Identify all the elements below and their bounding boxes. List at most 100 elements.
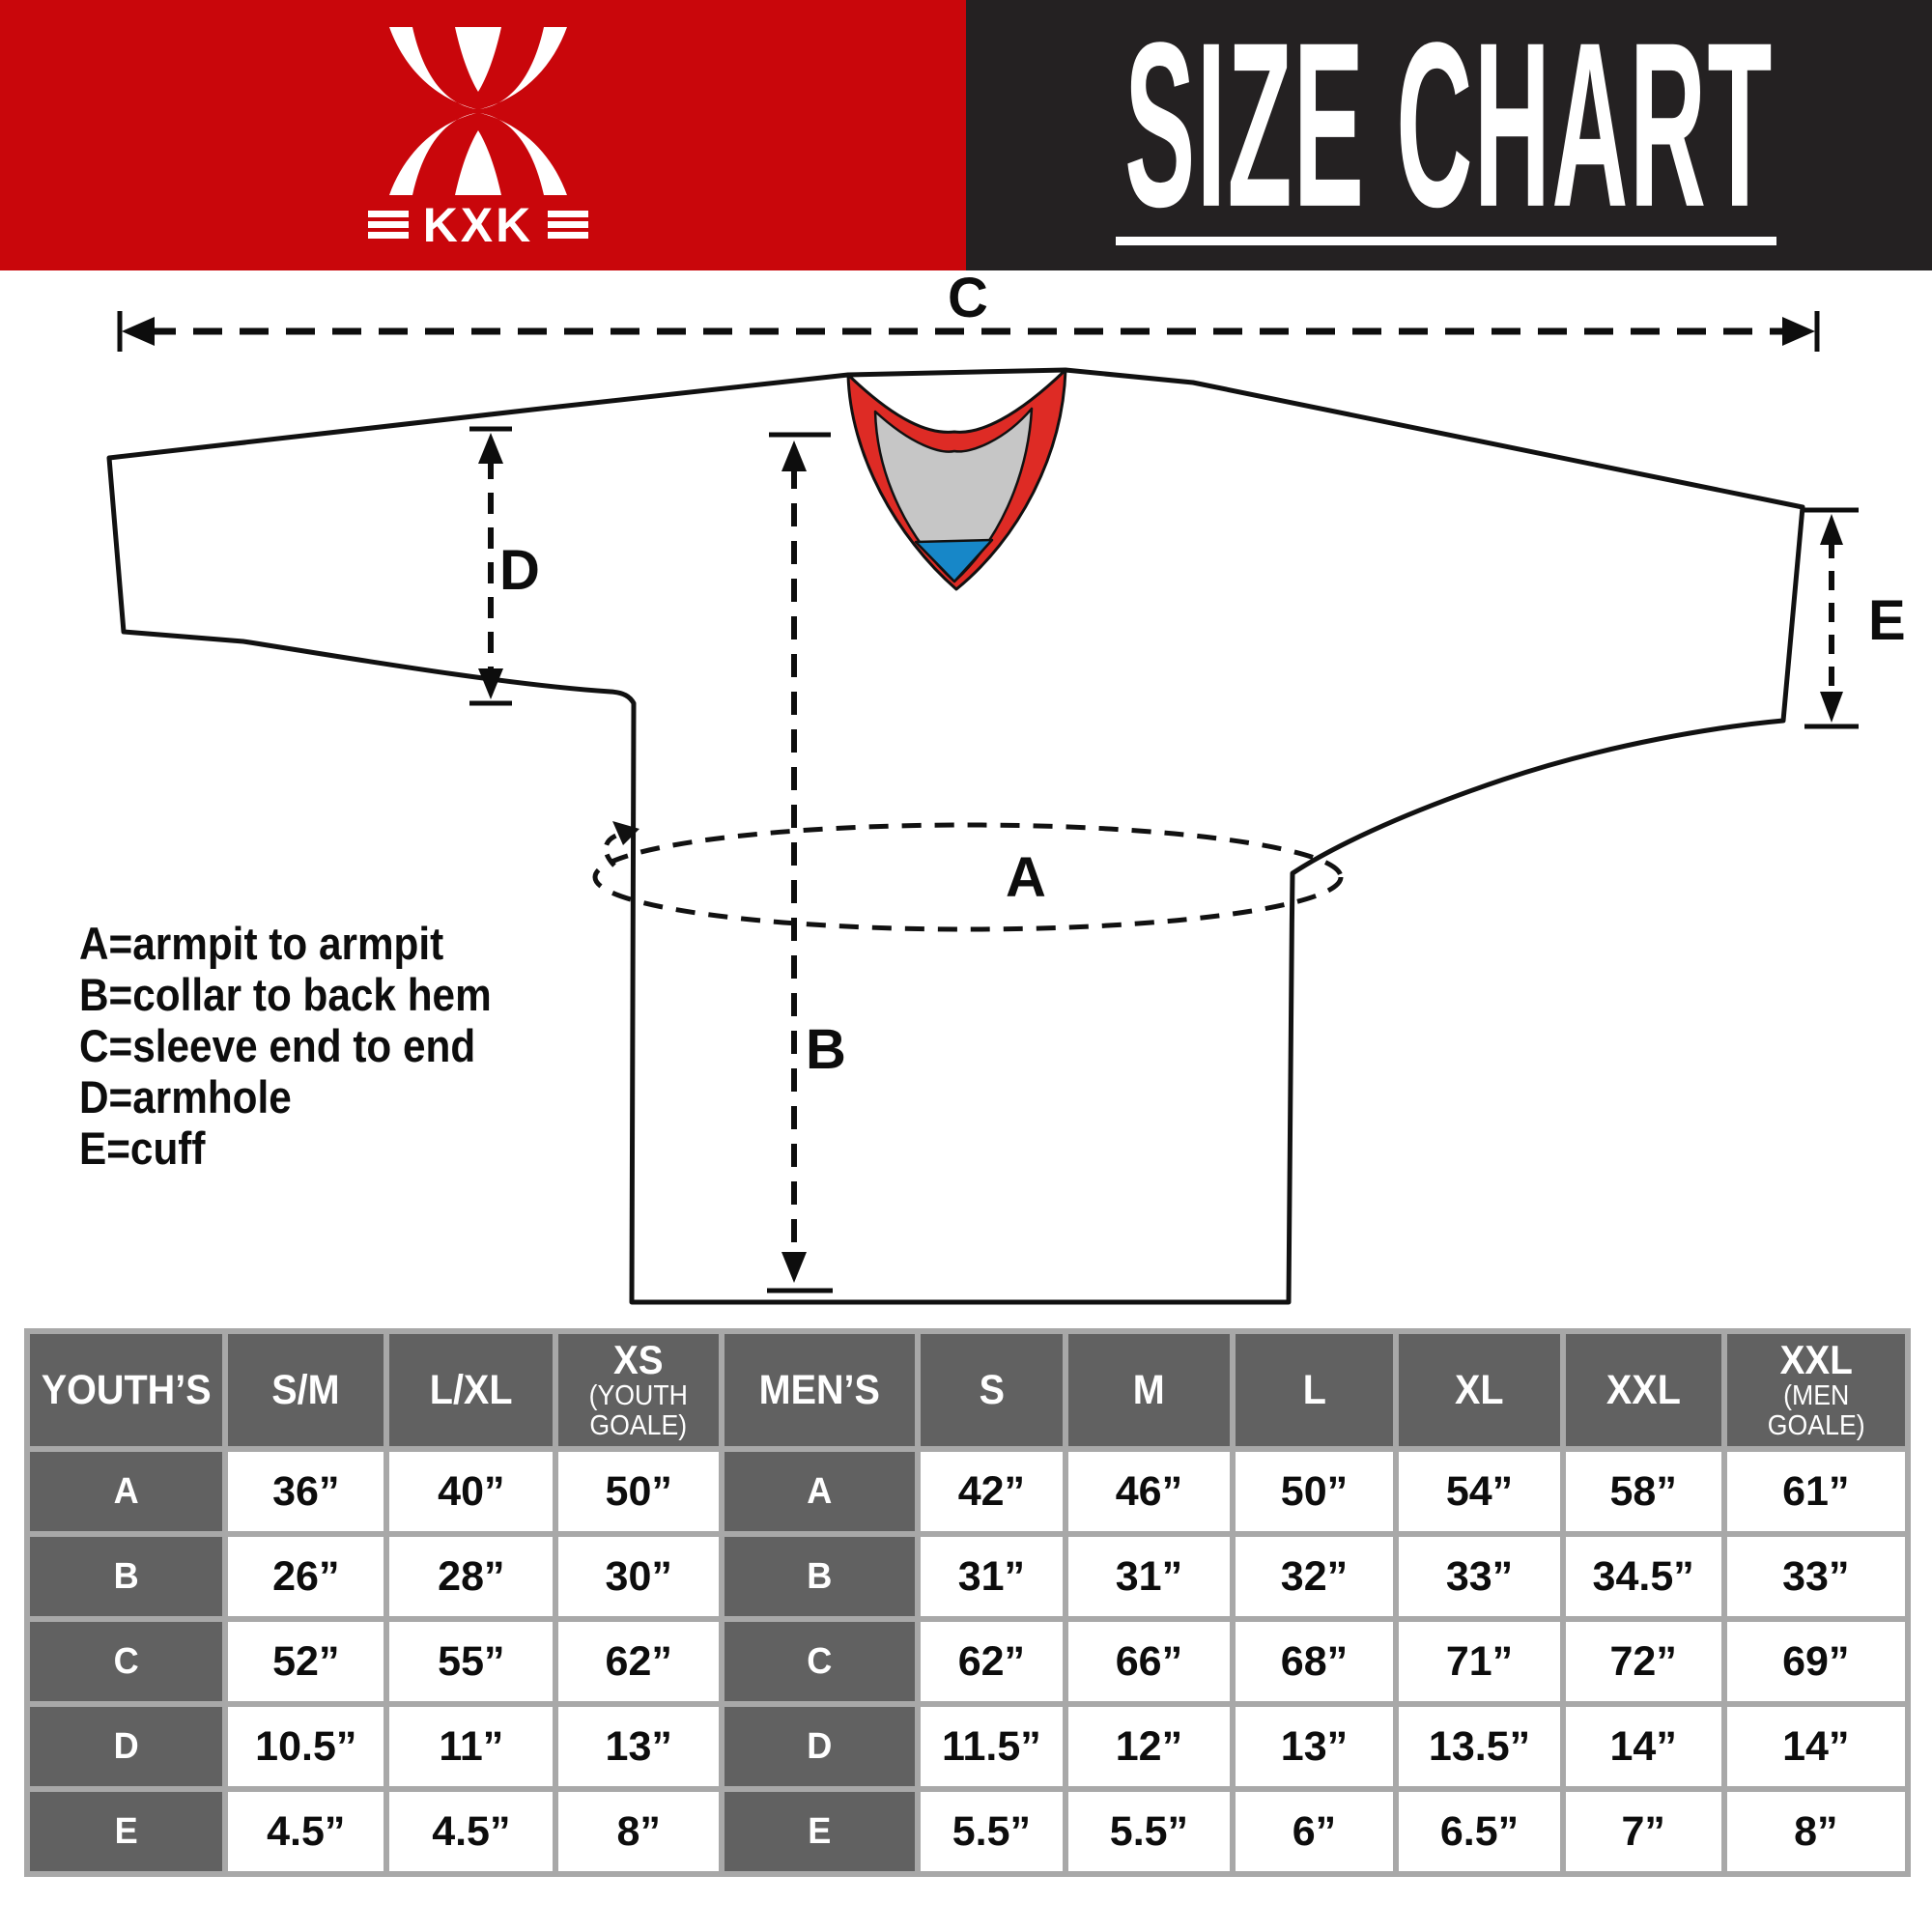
table-cell: 62”: [558, 1622, 719, 1701]
table-cell: 69”: [1726, 1622, 1905, 1701]
table-cell: 6”: [1235, 1792, 1394, 1871]
table-cell: 11.5”: [920, 1707, 1064, 1786]
men-col-l: L: [1235, 1334, 1394, 1446]
legend-line-e: E=cuff: [79, 1122, 206, 1174]
table-cell: 6.5”: [1399, 1792, 1560, 1871]
table-cell: 50”: [1235, 1452, 1394, 1531]
legend-line-c: C=sleeve end to end: [79, 1020, 476, 1071]
youth-col-lxl: L/XL: [389, 1334, 554, 1446]
table-cell: 31”: [1068, 1537, 1230, 1616]
header-red-panel: KXK: [0, 0, 966, 270]
table-cell: 14”: [1726, 1707, 1905, 1786]
table-row-b: B 26” 28” 30” B 31” 31” 32” 33” 34.5” 33…: [30, 1537, 1905, 1616]
jersey-diagram: C D B E: [106, 270, 1906, 1305]
chest-ellipse: [592, 821, 1344, 932]
table-cell: 54”: [1399, 1452, 1560, 1531]
youth-col-sm: S/M: [228, 1334, 384, 1446]
legend-line-b: B=collar to back hem: [79, 969, 492, 1020]
size-table: YOUTH’S S/M L/XL XS (YOUTH GOALE) MEN’S …: [24, 1328, 1911, 1877]
table-cell: 8”: [1726, 1792, 1905, 1871]
youth-row-label: B: [30, 1537, 223, 1616]
youth-row-label: D: [30, 1707, 223, 1786]
table-cell: 5.5”: [920, 1792, 1064, 1871]
label-e: E: [1868, 589, 1906, 652]
table-cell: 40”: [389, 1452, 554, 1531]
table-row-c: C 52” 55” 62” C 62” 66” 68” 71” 72” 69”: [30, 1622, 1905, 1701]
table-cell: 42”: [920, 1452, 1064, 1531]
header-black-panel: [966, 0, 1932, 270]
jersey-outline: [106, 367, 1805, 1305]
table-cell: 4.5”: [228, 1792, 384, 1871]
table-cell: 36”: [228, 1452, 384, 1531]
table-cell: 33”: [1726, 1537, 1905, 1616]
youth-row-label: A: [30, 1452, 223, 1531]
table-cell: 11”: [389, 1707, 554, 1786]
men-col-m: M: [1068, 1334, 1230, 1446]
table-cell: 30”: [558, 1537, 719, 1616]
label-c: C: [948, 270, 988, 329]
label-a: A: [1006, 846, 1046, 909]
table-cell: 34.5”: [1565, 1537, 1721, 1616]
page-title-wrap: SIZE CHART: [966, 0, 1932, 255]
table-row-e: E 4.5” 4.5” 8” E 5.5” 5.5” 6” 6.5” 7” 8”: [30, 1792, 1905, 1871]
logo-bars-right: [548, 211, 588, 239]
table-cell: 26”: [228, 1537, 384, 1616]
legend-line-d: D=armhole: [79, 1071, 292, 1122]
legend-line-a: A=armpit to armpit: [79, 918, 444, 969]
arrow-d: [469, 426, 512, 706]
table-cell: 33”: [1399, 1537, 1560, 1616]
logo-emblem: [389, 27, 567, 195]
men-col-xxl-goalie: XXL (MEN GOALE): [1726, 1334, 1905, 1446]
table-cell: 10.5”: [228, 1707, 384, 1786]
table-cell: 4.5”: [389, 1792, 554, 1871]
men-section-header: MEN’S: [724, 1334, 915, 1446]
men-row-label: C: [724, 1622, 915, 1701]
collar-insert: [914, 538, 994, 583]
label-b: B: [806, 1018, 846, 1081]
collar-inner: [873, 407, 1034, 583]
table-cell: 13”: [1235, 1707, 1394, 1786]
table-cell: 72”: [1565, 1622, 1721, 1701]
table-cell: 7”: [1565, 1792, 1721, 1871]
arrow-b: [767, 432, 833, 1293]
table-cell: 8”: [558, 1792, 719, 1871]
table-cell: 13”: [558, 1707, 719, 1786]
men-row-label: D: [724, 1707, 915, 1786]
table-cell: 62”: [920, 1622, 1064, 1701]
youth-col-xs-goalie: XS (YOUTH GOALE): [558, 1334, 719, 1446]
men-row-label: A: [724, 1452, 915, 1531]
table-cell: 68”: [1235, 1622, 1394, 1701]
table-cell: 12”: [1068, 1707, 1230, 1786]
men-row-label: B: [724, 1537, 915, 1616]
title-underline: [1116, 237, 1776, 245]
table-cell: 28”: [389, 1537, 554, 1616]
youth-section-header: YOUTH’S: [30, 1334, 223, 1446]
table-cell: 55”: [389, 1622, 554, 1701]
table-row-d: D 10.5” 11” 13” D 11.5” 12” 13” 13.5” 14…: [30, 1707, 1905, 1786]
men-col-xxl: XXL: [1565, 1334, 1721, 1446]
table-cell: 50”: [558, 1452, 719, 1531]
label-d: D: [499, 539, 540, 602]
youth-row-label: E: [30, 1792, 223, 1871]
logo-bars-left: [368, 211, 409, 239]
table-row-a: A 36” 40” 50” A 42” 46” 50” 54” 58” 61”: [30, 1452, 1905, 1531]
table-cell: 13.5”: [1399, 1707, 1560, 1786]
measurement-legend: A=armpit to armpit B=collar to back hem …: [79, 918, 492, 1174]
table-cell: 61”: [1726, 1452, 1905, 1531]
table-cell: 31”: [920, 1537, 1064, 1616]
men-col-s: S: [920, 1334, 1064, 1446]
youth-row-label: C: [30, 1622, 223, 1701]
table-cell: 58”: [1565, 1452, 1721, 1531]
arrow-e: [1804, 507, 1859, 729]
logo-wordmark: KXK: [423, 198, 534, 248]
table-cell: 52”: [228, 1622, 384, 1701]
table-cell: 66”: [1068, 1622, 1230, 1701]
men-col-xl: XL: [1399, 1334, 1560, 1446]
table-cell: 14”: [1565, 1707, 1721, 1786]
arrow-c: [117, 311, 1820, 352]
table-cell: 71”: [1399, 1622, 1560, 1701]
kxk-logo: KXK: [368, 27, 588, 248]
men-row-label: E: [724, 1792, 915, 1871]
table-cell: 46”: [1068, 1452, 1230, 1531]
